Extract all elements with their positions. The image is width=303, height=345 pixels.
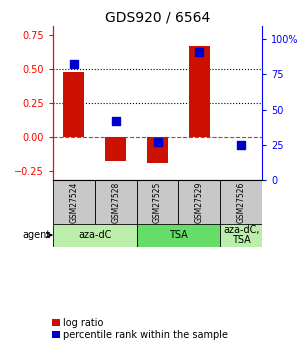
Text: GSM27528: GSM27528 — [111, 181, 120, 223]
Text: GSM27529: GSM27529 — [195, 181, 204, 223]
Bar — [189, 46, 210, 137]
Text: aza-dC: aza-dC — [78, 230, 112, 240]
Point — [113, 118, 118, 124]
Bar — [220, 180, 262, 224]
Point — [155, 139, 160, 145]
Bar — [178, 180, 220, 224]
Point — [197, 49, 202, 55]
Bar — [220, 224, 262, 247]
Point — [72, 62, 76, 67]
Text: aza-dC,
TSA: aza-dC, TSA — [223, 225, 259, 246]
Bar — [137, 180, 178, 224]
Bar — [53, 180, 95, 224]
Bar — [105, 137, 126, 161]
Text: GSM27525: GSM27525 — [153, 181, 162, 223]
Text: TSA: TSA — [169, 230, 188, 240]
Text: GSM27524: GSM27524 — [69, 181, 78, 223]
Text: GSM27526: GSM27526 — [237, 181, 246, 223]
Bar — [147, 137, 168, 163]
Point — [239, 142, 244, 148]
Legend: log ratio, percentile rank within the sample: log ratio, percentile rank within the sa… — [52, 318, 228, 340]
Bar — [53, 224, 137, 247]
Bar — [63, 72, 84, 137]
Bar — [95, 180, 137, 224]
Bar — [137, 224, 220, 247]
Text: agent: agent — [23, 230, 51, 240]
Title: GDS920 / 6564: GDS920 / 6564 — [105, 11, 210, 25]
